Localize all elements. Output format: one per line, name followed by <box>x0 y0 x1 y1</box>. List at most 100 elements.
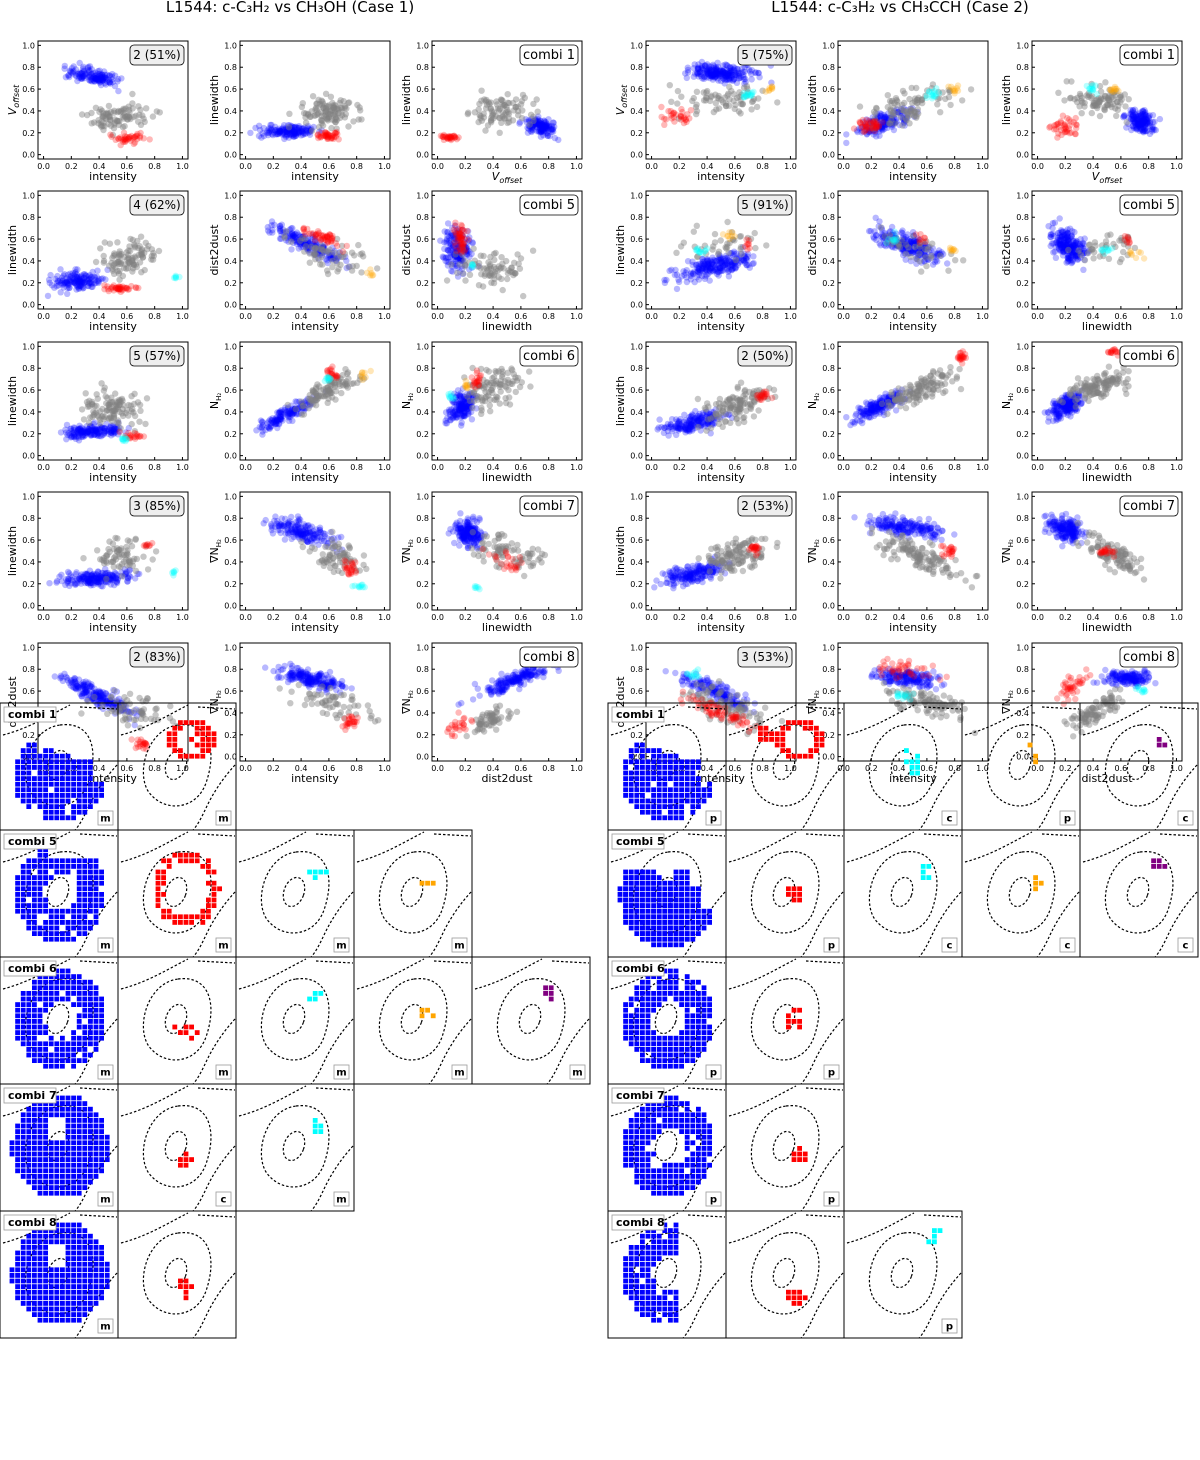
data-point <box>735 70 741 76</box>
scatter-panel: 0.00.00.20.20.40.40.60.60.80.81.01.0line… <box>400 342 583 484</box>
data-point <box>504 683 510 689</box>
data-point <box>323 131 329 137</box>
x-tick-label: 0.0 <box>37 463 50 472</box>
axis-label: linewidth <box>6 526 19 576</box>
data-point <box>486 541 492 547</box>
data-point <box>469 405 475 411</box>
data-point <box>374 265 380 271</box>
data-point <box>278 675 284 681</box>
data-point <box>476 260 482 266</box>
data-point <box>324 711 330 717</box>
data-point <box>299 104 305 110</box>
x-tick-label: 0.2 <box>459 764 472 773</box>
data-point <box>300 677 306 683</box>
data-point <box>459 223 465 229</box>
data-point <box>467 398 473 404</box>
data-point <box>127 691 133 697</box>
y-tick-label: 0.0 <box>22 301 35 310</box>
data-point <box>314 692 320 698</box>
data-point <box>500 265 506 271</box>
y-tick-label: 0.6 <box>416 687 429 696</box>
data-point <box>126 107 132 113</box>
y-tick-label: 0.8 <box>224 213 237 222</box>
y-tick-label: 0.4 <box>22 408 35 417</box>
data-point <box>331 250 337 256</box>
y-tick-label: 0.0 <box>224 753 237 762</box>
data-point <box>78 710 84 716</box>
data-point <box>480 546 486 552</box>
data-point <box>129 421 135 427</box>
data-point <box>311 250 317 256</box>
y-tick-label: 1.0 <box>22 41 35 50</box>
data-point <box>503 548 509 554</box>
panel-badge-label: combi 6 <box>523 349 575 364</box>
data-point <box>334 268 340 274</box>
data-point <box>487 402 493 408</box>
data-point <box>675 88 681 94</box>
data-point <box>445 220 451 226</box>
data-point <box>279 523 285 529</box>
data-point <box>109 79 115 85</box>
data-point <box>498 381 504 387</box>
data-point <box>102 239 108 245</box>
data-point <box>487 408 493 414</box>
data-point <box>469 718 475 724</box>
data-point <box>325 400 331 406</box>
data-point <box>149 253 155 259</box>
data-point <box>127 261 133 267</box>
data-point <box>506 713 512 719</box>
data-point <box>477 693 483 699</box>
y-tick-label: 1.0 <box>416 492 429 501</box>
data-point <box>63 74 69 80</box>
y-tick-label: 0.8 <box>416 213 429 222</box>
y-tick-label: 0.2 <box>416 430 429 439</box>
panel-badge-label: combi 5 <box>523 198 575 213</box>
scatter-panel: 0.00.00.20.20.40.40.60.60.80.81.01.0inte… <box>208 191 391 333</box>
data-point <box>108 134 114 140</box>
data-point <box>470 246 476 252</box>
x-tick-label: 0.0 <box>37 162 50 171</box>
data-point <box>274 416 280 422</box>
y-tick-label: 0.2 <box>416 129 429 138</box>
data-point <box>525 550 531 556</box>
data-point <box>492 250 498 256</box>
data-point <box>316 257 322 263</box>
data-point <box>130 563 136 569</box>
data-point <box>693 111 699 117</box>
data-point <box>84 112 90 118</box>
axis-label: ∇NH₂ <box>400 539 415 564</box>
data-point <box>332 712 338 718</box>
data-point <box>68 577 74 583</box>
data-point <box>465 236 471 242</box>
data-point <box>478 253 484 259</box>
data-point <box>96 430 102 436</box>
data-point <box>462 277 468 283</box>
data-point <box>331 104 337 110</box>
data-point <box>268 523 274 529</box>
data-point <box>478 716 484 722</box>
data-point <box>309 536 315 542</box>
y-tick-label: 0.0 <box>416 151 429 160</box>
data-point <box>493 266 499 272</box>
y-tick-label: 0.4 <box>22 558 35 567</box>
data-point <box>298 539 304 545</box>
data-point <box>492 538 498 544</box>
data-point <box>137 402 143 408</box>
data-point <box>699 75 705 81</box>
data-point <box>499 368 505 374</box>
y-tick-label: 0.2 <box>224 279 237 288</box>
data-point <box>99 570 105 576</box>
data-point <box>324 391 330 397</box>
data-point <box>266 424 272 430</box>
y-tick-label: 1.0 <box>22 191 35 200</box>
data-point <box>104 711 110 717</box>
data-point <box>98 122 104 128</box>
x-tick-label: 0.0 <box>239 613 252 622</box>
data-point <box>101 560 107 566</box>
data-point <box>505 100 511 106</box>
data-point <box>345 123 351 129</box>
data-point <box>472 729 478 735</box>
data-point <box>97 79 103 85</box>
data-point <box>474 367 480 373</box>
x-tick-label: 0.2 <box>267 312 280 321</box>
